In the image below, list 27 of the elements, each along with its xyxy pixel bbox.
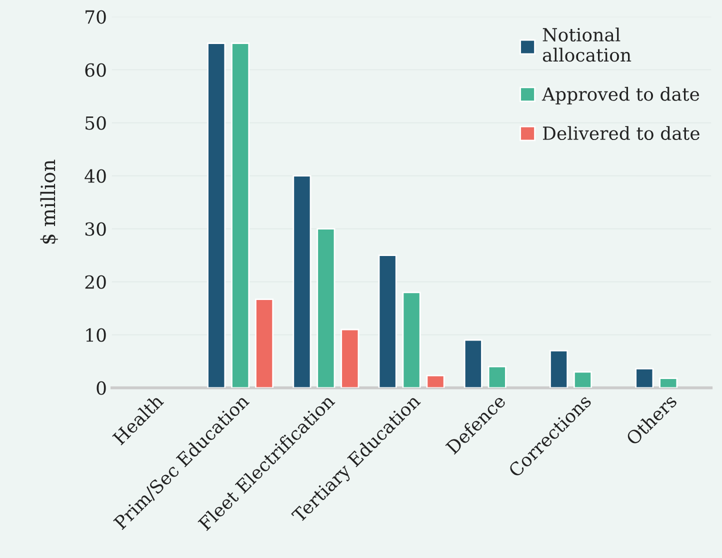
y-tick-label: 10 — [86, 328, 106, 342]
bar — [340, 328, 360, 388]
bar — [378, 254, 397, 388]
y-tick-label: 70 — [86, 10, 106, 24]
bar — [550, 350, 568, 388]
y-tick-label: 40 — [84, 169, 106, 183]
bar — [292, 175, 312, 388]
y-tick-label: 20 — [85, 275, 106, 289]
bar — [255, 298, 274, 388]
bar — [574, 371, 592, 388]
legend-label: Approved to date — [542, 86, 700, 104]
y-tick-label: 0 — [96, 381, 106, 395]
y-tick-label: 50 — [86, 116, 106, 130]
bar — [659, 378, 678, 388]
bar — [635, 368, 654, 388]
y-tick-label: 60 — [85, 63, 106, 77]
bar — [231, 42, 250, 388]
bar — [426, 374, 445, 388]
bar — [207, 42, 226, 388]
y-tick-label: 30 — [85, 222, 106, 236]
bar — [464, 339, 482, 388]
y-axis-title: $ million — [40, 160, 58, 244]
bar — [402, 292, 421, 388]
legend-label: Delivered to date — [542, 126, 700, 140]
legend-label: Notional allocation — [542, 28, 632, 62]
bar — [316, 228, 336, 388]
bar — [488, 366, 506, 388]
